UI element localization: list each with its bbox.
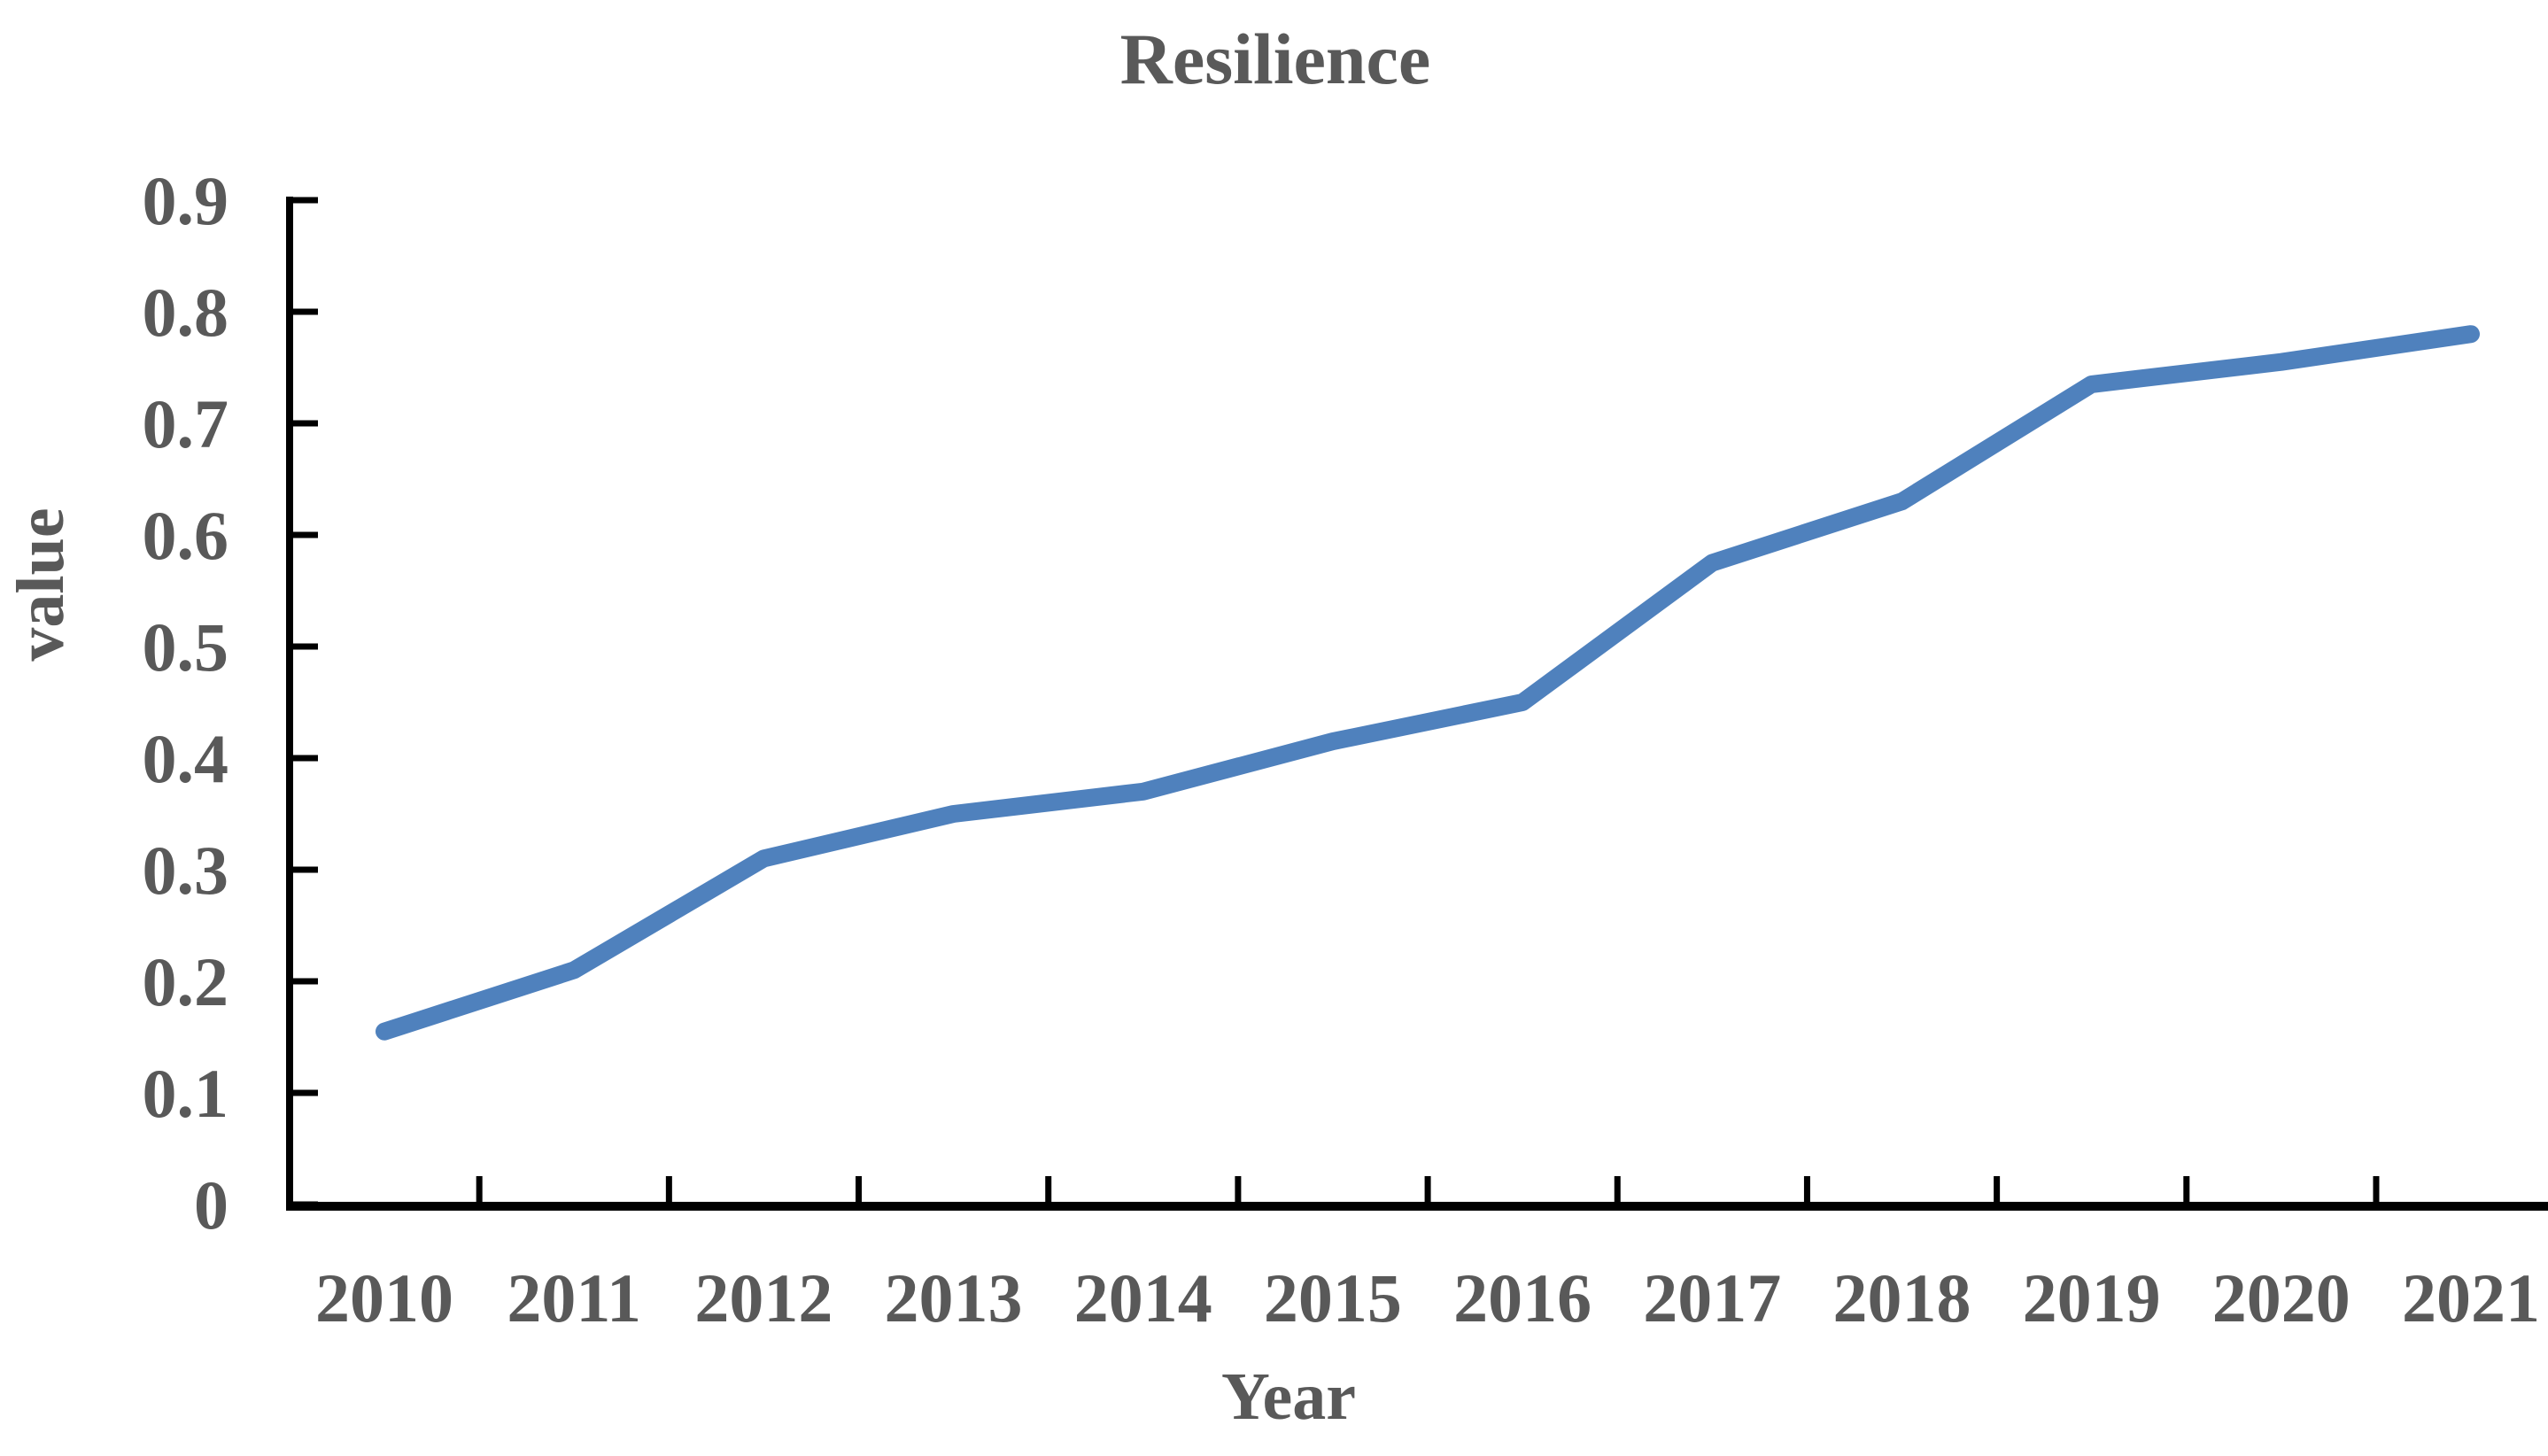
y-tick-label: 0.2 xyxy=(143,943,229,1020)
x-tick-label: 2018 xyxy=(1832,1259,1971,1336)
x-tick-label: 2017 xyxy=(1643,1259,1781,1336)
x-tick-label: 2016 xyxy=(1453,1259,1592,1336)
x-tick-label: 2013 xyxy=(885,1259,1023,1336)
x-tick-label: 2014 xyxy=(1074,1259,1212,1336)
x-axis-title: Year xyxy=(1221,1359,1356,1434)
x-tick-label: 2010 xyxy=(315,1259,453,1336)
x-tick-label: 2020 xyxy=(2212,1259,2351,1336)
y-tick-label: 0.9 xyxy=(143,162,229,239)
y-tick-label: 0.3 xyxy=(143,832,229,909)
y-tick-label: 0.7 xyxy=(143,385,229,462)
y-tick-label: 0.4 xyxy=(143,720,229,797)
x-axis: 2010 2011 2012 2013 2014 2015 2016 2017 2018 2019… xyxy=(286,1176,2548,1336)
x-tick-label: 2011 xyxy=(507,1259,641,1336)
y-tick-label: 0.8 xyxy=(143,274,229,351)
y-tick-label: 0.5 xyxy=(143,608,229,685)
x-tick-label: 2021 xyxy=(2402,1259,2540,1336)
y-tick-label: 0.1 xyxy=(143,1055,229,1132)
chart-title: Resilience xyxy=(1120,19,1431,99)
x-tick-label: 2019 xyxy=(2023,1259,2161,1336)
y-axis-title: value xyxy=(4,507,78,661)
x-tick-label: 2015 xyxy=(1264,1259,1402,1336)
y-axis: 0 0.1 0.2 0.3 0.4 0.5 0.6 0.7 0.8 0.9 xyxy=(143,162,318,1243)
x-tick-label: 2012 xyxy=(694,1259,833,1336)
data-line-resilience xyxy=(376,325,2480,1041)
y-tick-label: 0.6 xyxy=(143,497,229,574)
y-tick-label: 0 xyxy=(194,1166,228,1243)
